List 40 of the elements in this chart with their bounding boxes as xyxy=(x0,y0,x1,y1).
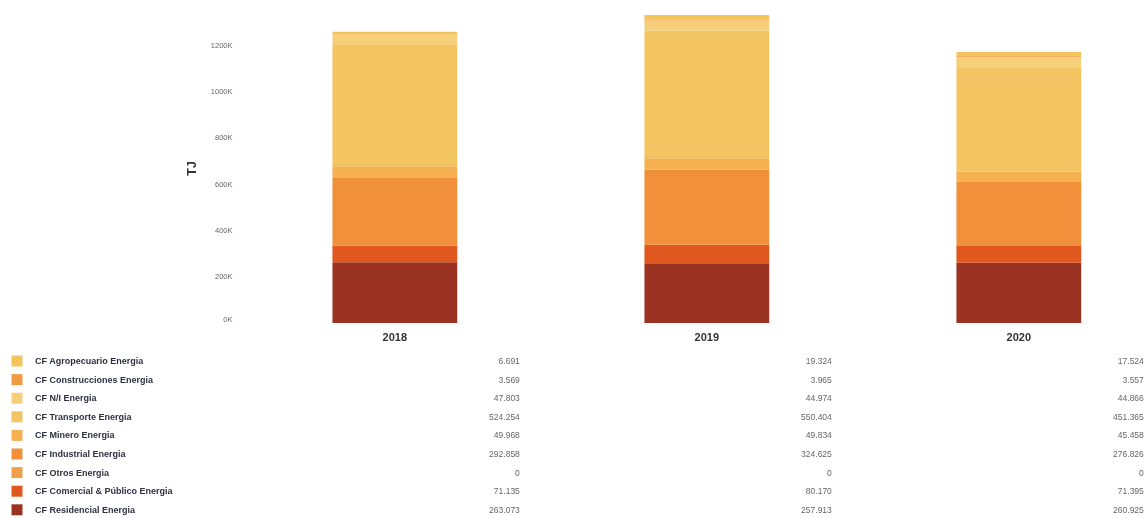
data-label: 71.135 xyxy=(493,486,521,497)
data-label: 45.458 xyxy=(1117,430,1145,441)
data-label: 19.324 xyxy=(805,356,833,366)
data-label: 49.968 xyxy=(493,430,521,441)
data-label: 451.365 xyxy=(1113,411,1145,422)
x-tick-label: 2018 xyxy=(382,330,408,343)
data-label: 3.557 xyxy=(1122,374,1145,385)
data-label: 550.404 xyxy=(801,411,833,422)
data-label: 49.834 xyxy=(805,430,833,441)
data-label: 6.691 xyxy=(498,356,521,366)
data-label: 260.925 xyxy=(1113,504,1145,515)
data-label: 3.965 xyxy=(810,374,833,385)
legend-label: CF Comercial & Público Energia xyxy=(35,486,174,497)
data-label: 80.170 xyxy=(805,486,833,497)
x-tick-label: 2019 xyxy=(694,330,720,343)
data-label: 17.524 xyxy=(1117,356,1145,366)
data-label: 276.826 xyxy=(1113,449,1145,459)
legend-label: CF N/I Energia xyxy=(35,393,98,404)
data-label: 71.395 xyxy=(1117,486,1145,497)
y-axis-title: TJ xyxy=(183,160,199,177)
x-tick-label: 2020 xyxy=(1006,330,1032,343)
legend-label: CF Transporte Energia xyxy=(35,411,133,422)
data-label: 47.803 xyxy=(493,393,521,404)
legend-label: CF Minero Energia xyxy=(35,430,116,441)
data-label: 44.974 xyxy=(805,393,833,404)
legend-label: CF Construcciones Energia xyxy=(35,374,155,385)
legend-label: CF Residencial Energia xyxy=(35,504,137,515)
data-label: 524.254 xyxy=(489,411,521,422)
data-label: 0 xyxy=(515,467,521,478)
legend-label: CF Agropecuario Energia xyxy=(35,356,145,366)
data-label: 324.625 xyxy=(801,449,833,459)
data-label: 263.073 xyxy=(489,504,521,515)
legend-label: CF Industrial Energia xyxy=(35,449,127,459)
data-label: 257.913 xyxy=(801,504,833,515)
data-label: 3.569 xyxy=(498,374,521,385)
data-label: 292.858 xyxy=(489,449,521,459)
legend-label: CF Otros Energia xyxy=(35,467,111,478)
data-label: 0 xyxy=(827,467,833,478)
data-label: 0 xyxy=(1139,467,1145,478)
data-label: 44.866 xyxy=(1117,393,1145,404)
